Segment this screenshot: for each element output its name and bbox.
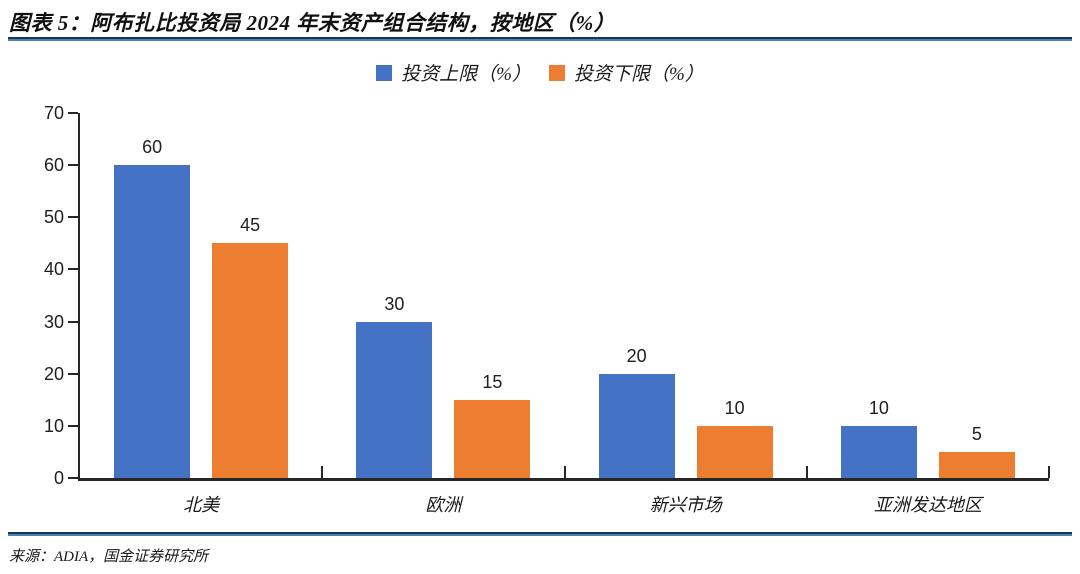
category-axis-tick — [805, 466, 808, 478]
y-axis-tick-label: 0 — [53, 468, 64, 488]
page-title: 图表 5：阿布扎比投资局 2024 年末资产组合结构，按地区（%） — [9, 11, 616, 35]
category-axis-tick — [1048, 466, 1050, 478]
source-text: 来源：ADIA，国金证券研究所 — [9, 549, 209, 565]
legend-label: 投资下限（%） — [574, 64, 704, 85]
bar-lower-limit: 10 — [696, 398, 773, 478]
category-label: 北美 — [183, 495, 220, 515]
category-label: 欧洲 — [425, 495, 462, 515]
y-axis-tick — [68, 216, 78, 219]
bar-lower-limit: 15 — [454, 372, 531, 478]
legend-swatch — [376, 64, 393, 81]
y-axis-tick — [68, 477, 78, 479]
bar-upper-limit: 20 — [598, 346, 675, 478]
bar-upper-limit: 10 — [840, 398, 917, 478]
y-axis-tick-label: 40 — [43, 259, 64, 280]
legend-item-lower-limit: 投资下限（%） — [549, 59, 704, 86]
chart-legend: 投资上限（%） 投资下限（%） — [0, 59, 1080, 86]
bar-group: 60 45 北美 — [80, 113, 324, 515]
y-axis-tick-label: 60 — [43, 155, 64, 176]
bar-group: 20 10 新兴市场 — [565, 113, 808, 515]
bar-groups: 60 45 北美 30 15 欧洲 20 10 新兴市场 10 5 亚洲发达地区 — [80, 113, 1050, 515]
y-axis-tick — [68, 164, 78, 167]
bar-value-label: 45 — [240, 215, 261, 236]
bar-group: 10 5 亚洲发达地区 — [807, 113, 1050, 515]
bar-value-label: 5 — [971, 423, 982, 444]
footer-divider — [8, 532, 1072, 536]
bar-lower-limit: 45 — [212, 215, 289, 478]
legend-swatch — [549, 64, 565, 81]
bar-upper-limit: 60 — [114, 137, 191, 478]
bar-value-label: 10 — [724, 397, 745, 418]
category-axis-tick — [321, 466, 324, 478]
y-axis-tick — [68, 112, 78, 114]
y-axis-tick-label: 30 — [43, 311, 64, 332]
category-label: 新兴市场 — [649, 495, 722, 515]
plot-area: 0 10 20 30 40 50 60 70 60 45 北美 30 15 欧洲 20 10 新兴市场 10 5 亚洲… — [44, 103, 1050, 515]
bar-lower-limit: 5 — [938, 424, 1015, 478]
legend-item-upper-limit: 投资上限（%） — [376, 59, 531, 86]
y-axis-tick — [68, 424, 78, 427]
category-label: 亚洲发达地区 — [873, 495, 982, 515]
y-axis-tick-label: 10 — [43, 415, 64, 436]
y-axis-tick — [68, 268, 78, 271]
title-divider — [8, 37, 1072, 41]
bar-group: 30 15 欧洲 — [322, 113, 566, 515]
bar-upper-limit: 30 — [356, 294, 433, 478]
bar-value-label: 60 — [142, 137, 163, 158]
y-axis-tick-label: 20 — [43, 363, 64, 384]
category-axis-tick — [563, 466, 566, 478]
bar-value-label: 10 — [868, 397, 889, 418]
y-axis-tick-label: 70 — [43, 103, 64, 123]
y-axis-tick — [68, 372, 78, 375]
bar-value-label: 20 — [626, 345, 647, 366]
legend-label: 投资上限（%） — [401, 64, 531, 85]
bar-value-label: 30 — [384, 293, 405, 314]
y-axis-tick-label: 50 — [43, 207, 64, 228]
y-axis-tick — [68, 320, 78, 323]
bar-value-label: 15 — [482, 371, 503, 392]
